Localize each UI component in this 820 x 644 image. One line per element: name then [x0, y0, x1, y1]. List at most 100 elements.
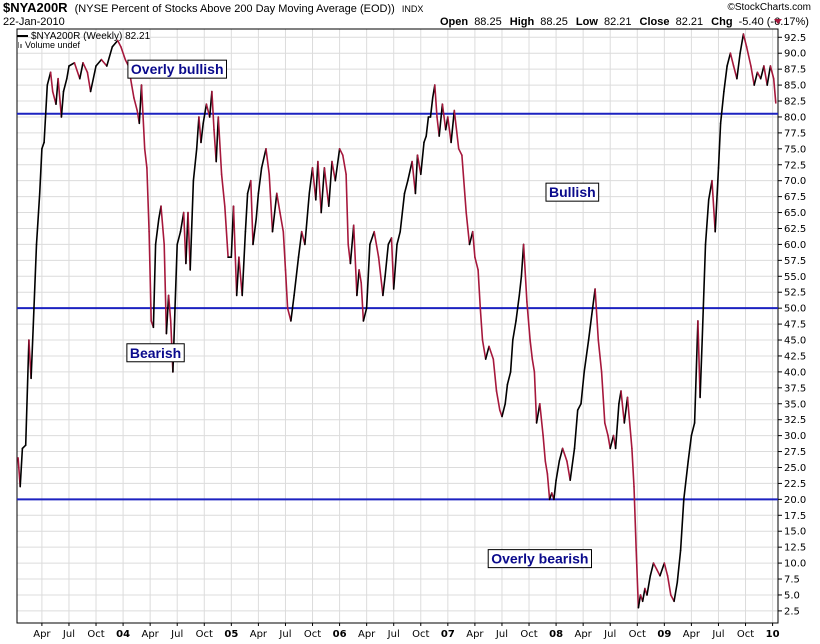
series-segment [130, 84, 135, 99]
series-segment [438, 103, 444, 137]
x-tick-label: 09 [657, 629, 671, 640]
series-segment [257, 167, 263, 195]
series-segment [772, 77, 777, 104]
x-tick-label: Jul [711, 629, 724, 640]
series-segment [544, 460, 549, 475]
series-segment [250, 179, 254, 246]
series-segment [133, 97, 138, 112]
series-segment [331, 160, 337, 182]
series-segment [423, 135, 428, 144]
annotation-box [545, 182, 600, 202]
annotation-text: Overly bullish [131, 61, 224, 77]
symbol-description: (NYSE Percent of Stocks Above 200 Day Mo… [75, 3, 395, 15]
series-segment [160, 205, 165, 246]
y-tick-label: 70.0 [784, 176, 806, 187]
series-segment [265, 148, 271, 176]
y-tick-label: 30.0 [784, 431, 806, 442]
x-tick-label: Apr [574, 629, 592, 640]
series-segment [673, 581, 679, 603]
y-tick-label: 45.0 [784, 336, 806, 347]
x-tick-label: 05 [224, 629, 238, 640]
series-segment [198, 116, 202, 144]
annotation-label: Bearish [126, 343, 185, 363]
series-segment [392, 243, 398, 290]
series-segment [334, 148, 341, 182]
series-segment [152, 243, 157, 329]
series-segment [304, 192, 311, 246]
series-segment [763, 65, 769, 86]
series-segment [406, 160, 413, 182]
series-segment [220, 173, 226, 207]
series-segment [284, 269, 289, 310]
series-segment [535, 402, 541, 424]
series-segment [174, 243, 178, 310]
series-segment [244, 192, 249, 233]
y-tick-label: 72.5 [784, 160, 806, 171]
series-segment [479, 307, 484, 341]
series-segment [140, 84, 146, 150]
y-tick-label: 52.5 [784, 288, 806, 299]
series-segment [195, 116, 200, 150]
y-tick-label: 55.0 [784, 272, 806, 283]
series-segment [282, 230, 287, 271]
x-tick-label: Apr [683, 629, 701, 640]
series-segment [690, 422, 696, 437]
series-segment [365, 243, 371, 310]
series-segment [349, 224, 355, 265]
series-segment [515, 294, 521, 322]
series-segment [260, 148, 267, 169]
series-segment [453, 109, 460, 150]
close-value: 82.21 [676, 16, 704, 28]
y-tick-label: 17.5 [784, 511, 806, 522]
x-tick-label: Jul [603, 629, 616, 640]
x-tick-label: Oct [87, 629, 104, 640]
series-segment [148, 230, 152, 322]
series-segment [32, 243, 38, 329]
y-tick-label: 12.5 [784, 543, 806, 554]
series-segment [633, 485, 638, 552]
volume-icon-bar [20, 44, 22, 48]
low-label: Low [576, 16, 598, 28]
series-segment [717, 122, 722, 169]
series-segment [626, 396, 633, 450]
series-segment [297, 230, 303, 259]
series-segment [509, 339, 514, 373]
annotation-text: Overly bearish [491, 551, 588, 567]
annotation-label: Bullish [545, 182, 600, 202]
series-segment [143, 148, 148, 169]
x-tick-label: Jul [278, 629, 291, 640]
series-segment [382, 275, 386, 297]
high-value: 88.25 [540, 16, 568, 28]
open-value: 88.25 [474, 16, 502, 28]
series-segment [566, 460, 572, 482]
series-segment [484, 345, 490, 360]
y-tick-label: 7.5 [784, 575, 800, 586]
y-tick-label: 15.0 [784, 527, 806, 538]
series-segment [481, 339, 487, 360]
x-tick-label: Jul [495, 629, 508, 640]
y-tick-label: 92.5 [784, 33, 806, 44]
x-tick-label: Oct [629, 629, 646, 640]
series-segment [769, 65, 775, 80]
series-segment [600, 371, 606, 424]
series-segment [317, 160, 323, 214]
series-segment [271, 192, 278, 233]
series-segment [30, 326, 35, 380]
series-segment [202, 103, 208, 125]
series-segment [533, 371, 538, 424]
series-segment [89, 65, 97, 93]
series-segment [362, 307, 368, 322]
series-segment [555, 460, 561, 482]
series-segment [580, 371, 586, 405]
series-segment [238, 256, 243, 297]
series-segment [666, 574, 672, 596]
y-tick-label: 20.0 [784, 495, 806, 506]
series-segment [529, 339, 534, 360]
series-segment [558, 447, 564, 462]
annotation-label: Overly bearish [487, 549, 592, 569]
series-segment [66, 65, 70, 80]
plot-border [16, 28, 779, 624]
series-segment [495, 390, 501, 411]
series-segment [704, 199, 710, 246]
x-tick-label: 04 [116, 629, 130, 640]
